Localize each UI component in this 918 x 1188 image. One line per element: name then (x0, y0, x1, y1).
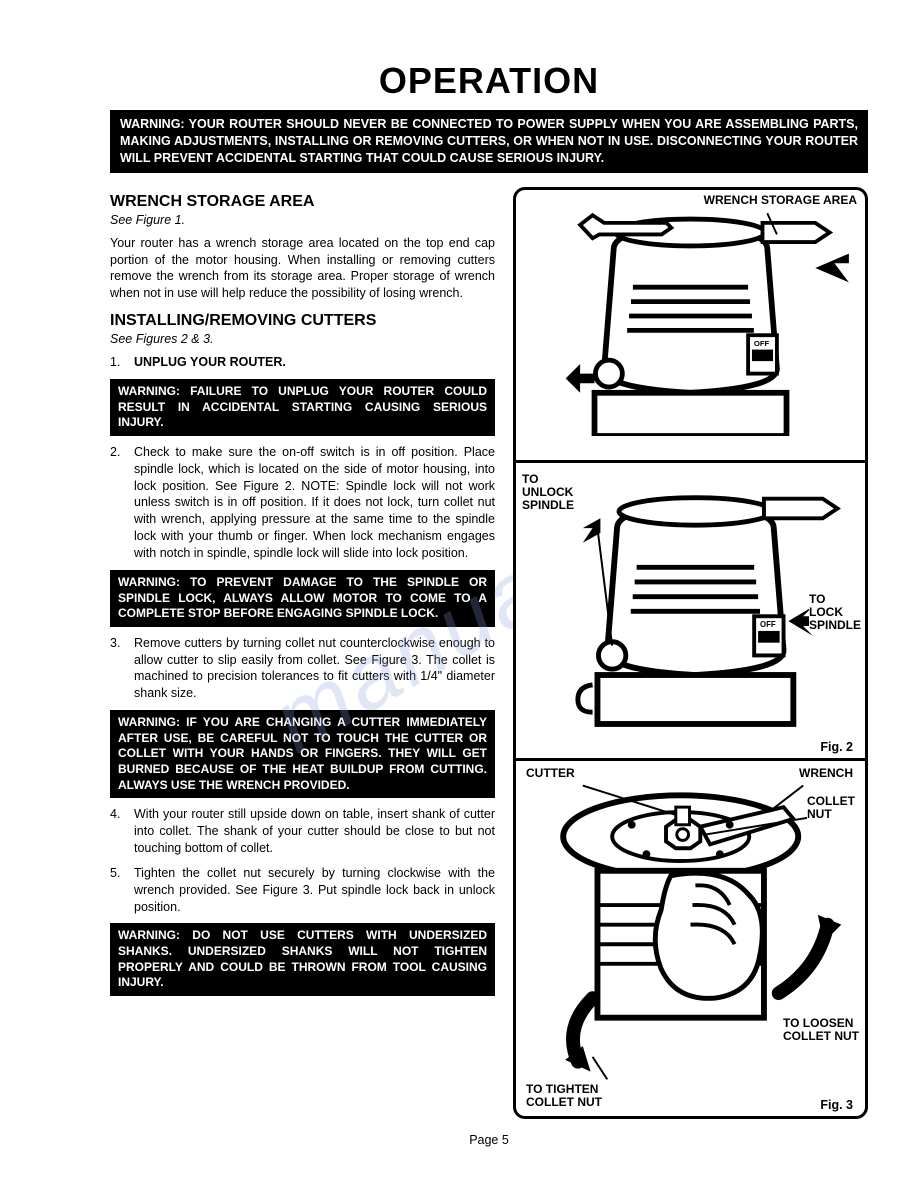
left-column: WRENCH STORAGE AREA See Figure 1. Your r… (110, 187, 495, 1119)
step-num: 5. (110, 865, 124, 916)
step-text: With your router still upside down on ta… (134, 806, 495, 857)
step-num: 2. (110, 444, 124, 562)
warning-box-1: WARNING: FAILURE TO UNPLUG YOUR ROUTER C… (110, 379, 495, 436)
step-1: 1. UNPLUG YOUR ROUTER. (110, 354, 495, 371)
warning-box-3: WARNING: IF YOU ARE CHANGING A CUTTER IM… (110, 710, 495, 798)
figure-1: WRENCH STORAGE AREA (513, 187, 868, 463)
warning-box-4: WARNING: DO NOT USE CUTTERS WITH UNDERSI… (110, 923, 495, 995)
step-text: Remove cutters by turning collet nut cou… (134, 635, 495, 703)
fig2-label-unlock: TO UNLOCK SPINDLE (522, 473, 574, 513)
step-text: Check to make sure the on-off switch is … (134, 444, 495, 562)
warning-box-2: WARNING: TO PREVENT DAMAGE TO THE SPINDL… (110, 570, 495, 627)
figure-3: CUTTER WRENCH COLLET NUT TO LOOSEN COLLE… (513, 761, 868, 1119)
right-column: WRENCH STORAGE AREA (513, 187, 868, 1119)
section2-heading: INSTALLING/REMOVING CUTTERS (110, 312, 495, 330)
router-fig1-icon: OFF (524, 196, 857, 436)
fig3-label-collet: COLLET NUT (807, 795, 855, 821)
figure-2: TO UNLOCK SPINDLE TO LOCK SPINDLE Fig. 2 (513, 463, 868, 761)
step-2: 2. Check to make sure the on-off switch … (110, 444, 495, 562)
fig3-label-cutter: CUTTER (526, 767, 575, 780)
step-num: 1. (110, 354, 124, 371)
step-num: 3. (110, 635, 124, 703)
fig3-label-wrench: WRENCH (799, 767, 853, 780)
fig3-label-loosen: TO LOOSEN COLLET NUT (783, 1017, 859, 1043)
svg-text:OFF: OFF (754, 338, 770, 347)
svg-text:OFF: OFF (760, 620, 776, 629)
section2-see: See Figures 2 & 3. (110, 332, 495, 346)
top-warning-box: WARNING: YOUR ROUTER SHOULD NEVER BE CON… (110, 110, 868, 173)
fig3-caption: Fig. 3 (820, 1098, 853, 1112)
step-5: 5. Tighten the collet nut securely by tu… (110, 865, 495, 916)
section1-heading: WRENCH STORAGE AREA (110, 193, 495, 211)
step-3: 3. Remove cutters by turning collet nut … (110, 635, 495, 703)
step-text: UNPLUG YOUR ROUTER. (134, 354, 495, 371)
fig2-caption: Fig. 2 (820, 740, 853, 754)
fig3-label-tighten: TO TIGHTEN COLLET NUT (526, 1083, 602, 1109)
page-title: OPERATION (110, 60, 868, 102)
step-text: Tighten the collet nut securely by turni… (134, 865, 495, 916)
step-num: 4. (110, 806, 124, 857)
step-4: 4. With your router still upside down on… (110, 806, 495, 857)
section1-body: Your router has a wrench storage area lo… (110, 235, 495, 303)
fig2-label-lock: TO LOCK SPINDLE (809, 593, 861, 633)
page-number: Page 5 (110, 1133, 868, 1147)
fig1-label-wrench-area: WRENCH STORAGE AREA (704, 194, 857, 207)
section1-see: See Figure 1. (110, 213, 495, 227)
